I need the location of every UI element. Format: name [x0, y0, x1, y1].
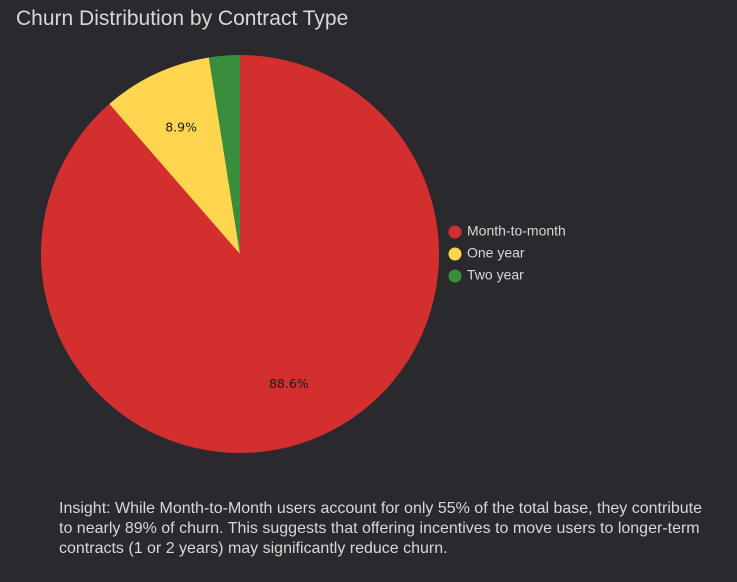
legend-label-month-to-month: Month-to-month	[467, 223, 566, 239]
legend-label-one-year: One year	[467, 245, 525, 261]
pie-slice-month-to-month	[41, 55, 440, 454]
pie-slice-one-year	[109, 57, 240, 255]
legend: Month-to-month One year Two year	[448, 223, 566, 283]
legend-marker-month-to-month	[448, 225, 462, 239]
legend-marker-one-year	[448, 247, 462, 261]
pie-chart: 88.6% 8.9% Month-to-month One year Two year	[41, 55, 566, 454]
legend-label-two-year: Two year	[467, 267, 524, 283]
insight-text: Insight: While Month-to-Month users acco…	[59, 500, 703, 557]
legend-marker-two-year	[448, 269, 462, 283]
slice-label-month-to-month: 88.6%	[269, 376, 309, 391]
chart-title: Churn Distribution by Contract Type	[16, 7, 349, 30]
slice-label-one-year: 8.9%	[165, 119, 197, 134]
pie-slice-two-year	[208, 55, 240, 254]
